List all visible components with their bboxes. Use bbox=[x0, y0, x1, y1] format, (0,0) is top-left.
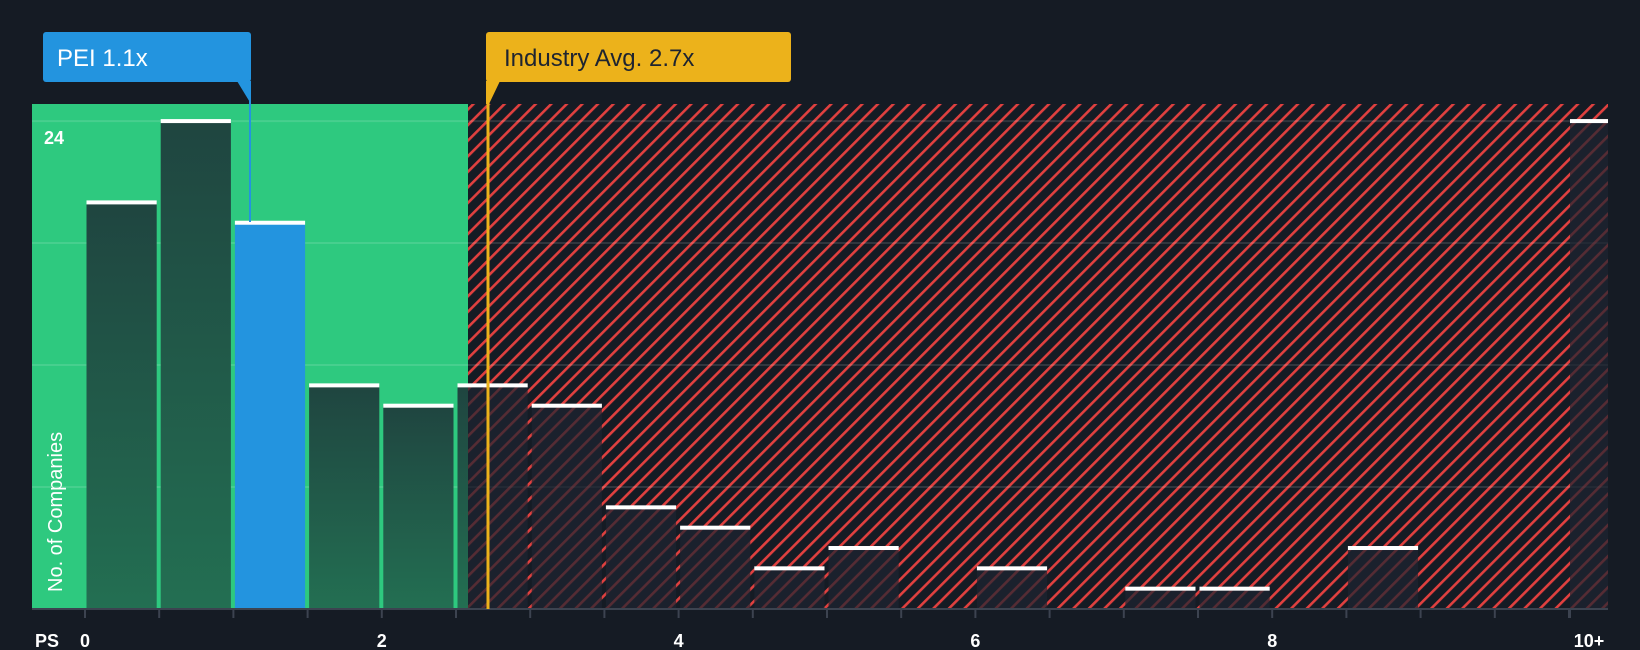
histogram-bar bbox=[1199, 586, 1270, 609]
industry-callout-label: Industry Avg. 2.7x bbox=[504, 45, 694, 72]
bar-cap bbox=[1570, 119, 1608, 124]
histogram-bar bbox=[828, 546, 899, 609]
histogram-bar bbox=[86, 200, 157, 609]
histogram-bar bbox=[309, 383, 380, 609]
x-tick-label: 4 bbox=[674, 631, 684, 650]
histogram-bar bbox=[976, 566, 1048, 609]
histogram-bar bbox=[160, 119, 231, 609]
histogram-bar bbox=[1125, 586, 1196, 609]
x-tick-label: 2 bbox=[377, 631, 387, 650]
histogram-bar bbox=[383, 403, 454, 609]
bar-cap bbox=[605, 505, 677, 510]
y-max-tick-label: 24 bbox=[44, 128, 64, 148]
bar-cap bbox=[1347, 546, 1419, 551]
x-tick-label: 0 bbox=[80, 631, 90, 650]
pei-callout-pointer bbox=[237, 81, 251, 104]
histogram-bars bbox=[86, 119, 1608, 610]
pei-callout bbox=[43, 32, 251, 82]
x-tick-label: 6 bbox=[970, 631, 980, 650]
bar-cap bbox=[234, 220, 306, 225]
bar-cap bbox=[531, 403, 602, 408]
x-axis-ticks: 0 2 4 6 8 10+ bbox=[80, 609, 1604, 650]
x-axis-title: PS bbox=[35, 631, 59, 650]
histogram-bar bbox=[605, 505, 677, 609]
y-axis-title: No. of Companies bbox=[45, 432, 67, 592]
x-tick-label: 8 bbox=[1267, 631, 1277, 650]
bar-cap bbox=[680, 525, 751, 530]
pei-callout-label: PEI 1.1x bbox=[57, 45, 148, 72]
bar-cap bbox=[976, 566, 1048, 571]
industry-avg-marker: Industry Avg. 2.7x bbox=[486, 32, 791, 609]
bar-cap bbox=[86, 200, 157, 205]
histogram-bar bbox=[234, 220, 306, 610]
bar-cap bbox=[754, 566, 825, 571]
histogram-bar bbox=[1347, 546, 1419, 609]
bar-cap bbox=[383, 403, 454, 408]
bar-cap bbox=[309, 383, 380, 388]
histogram-bar bbox=[531, 403, 602, 609]
bar-cap bbox=[828, 546, 899, 551]
bar-cap bbox=[160, 119, 231, 124]
histogram-bar bbox=[754, 566, 825, 609]
bar-cap bbox=[1199, 586, 1270, 591]
x-tick-label: 10+ bbox=[1574, 631, 1605, 650]
industry-callout-pointer bbox=[486, 81, 500, 104]
industry-callout bbox=[486, 32, 791, 82]
bar-cap bbox=[1125, 586, 1196, 591]
bar-cap bbox=[457, 383, 528, 388]
histogram-bar bbox=[1570, 119, 1608, 609]
histogram-bar bbox=[457, 383, 528, 609]
pei-marker: PEI 1.1x bbox=[43, 32, 251, 222]
histogram-bar bbox=[680, 525, 751, 609]
